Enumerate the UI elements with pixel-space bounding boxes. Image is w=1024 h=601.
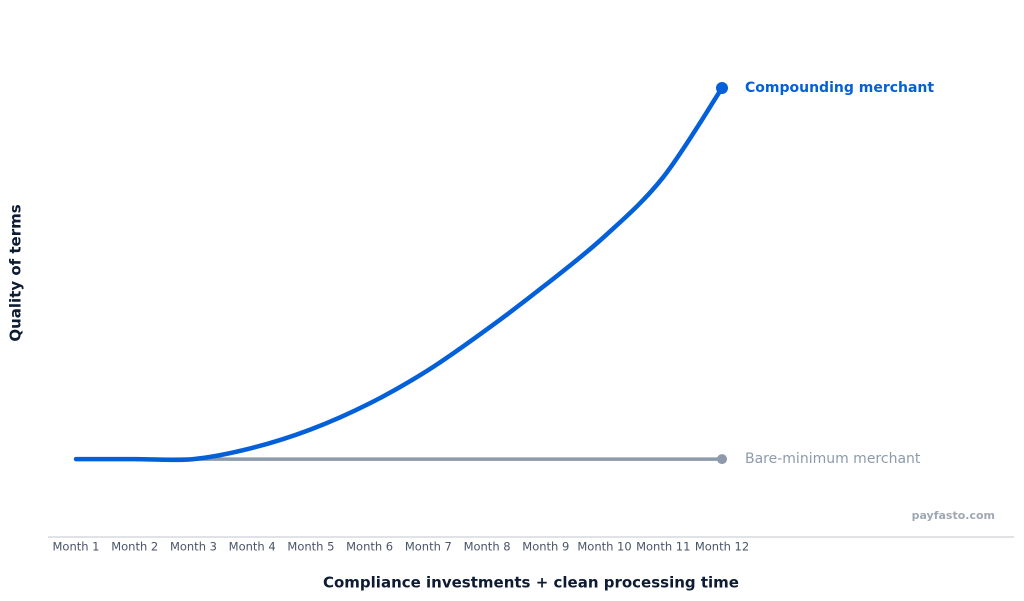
x-tick-label: Month 8 — [464, 540, 511, 554]
x-tick-label: Month 12 — [695, 540, 749, 554]
x-tick-label: Month 11 — [636, 540, 690, 554]
x-axis-label: Compliance investments + clean processin… — [323, 574, 739, 592]
x-tick-label: Month 2 — [111, 540, 158, 554]
x-tick-label: Month 4 — [229, 540, 276, 554]
x-tick-label: Month 6 — [346, 540, 393, 554]
x-tick-label: Month 10 — [577, 540, 631, 554]
x-tick-label: Month 9 — [522, 540, 569, 554]
end-marker — [716, 82, 728, 94]
x-tick-label: Month 3 — [170, 540, 217, 554]
series-label: Bare-minimum merchant — [745, 451, 921, 467]
watermark: payfasto.com — [912, 509, 995, 522]
x-tick-label: Month 7 — [405, 540, 452, 554]
series-line — [73, 85, 725, 463]
x-tick-label: Month 1 — [52, 540, 99, 554]
x-tick-label: Month 5 — [287, 540, 334, 554]
y-axis-label: Quality of terms — [7, 204, 25, 341]
end-marker — [717, 454, 727, 465]
series-label: Compounding merchant — [745, 80, 934, 96]
